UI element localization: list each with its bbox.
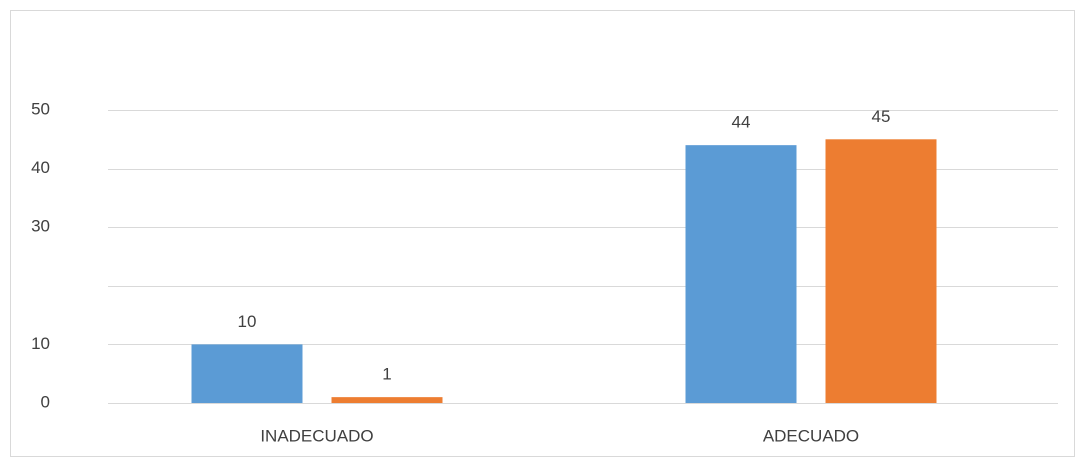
x-tick-label: ADECUADO (763, 426, 859, 445)
y-tick-label: 0 (41, 392, 50, 411)
y-tick-label: 30 (31, 217, 50, 236)
bar (825, 139, 937, 404)
y-tick-label: 40 (31, 158, 50, 177)
data-label: 44 (732, 113, 751, 132)
data-label: 10 (238, 312, 257, 331)
data-label: 1 (382, 365, 391, 384)
bar (331, 397, 443, 403)
y-tick-label: 10 (31, 334, 50, 353)
bar (191, 344, 303, 403)
data-label: 45 (872, 107, 891, 126)
x-tick-label: INADECUADO (260, 426, 373, 445)
y-tick-label: 50 (31, 99, 50, 118)
bar (685, 145, 797, 403)
